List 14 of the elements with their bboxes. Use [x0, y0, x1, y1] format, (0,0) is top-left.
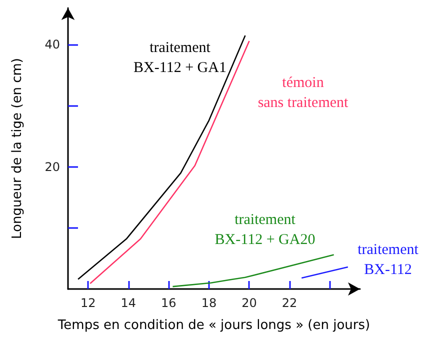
x-axis-title: Temps en condition de « jours longs » (en jours) — [56, 318, 370, 333]
series-label: témoin sans traitement — [258, 75, 350, 111]
x-tick-label: 16 — [161, 296, 176, 310]
x-tick-label: 12 — [80, 296, 96, 310]
x-tick-label: 14 — [120, 296, 136, 310]
line-series — [172, 254, 334, 288]
x-tick-label: 18 — [201, 296, 217, 310]
y-axis-title: Longueur de la tige (en cm) — [10, 58, 25, 239]
y-tick-label: 40 — [44, 38, 60, 52]
series-label: traitement BX-112 — [358, 242, 420, 278]
series-label: traitement BX-112 + GA1 — [134, 40, 226, 76]
series-label: traitement BX-112 + GA20 — [214, 212, 316, 248]
x-tick-label: 20 — [242, 296, 257, 310]
x-tick-label: 22 — [282, 296, 298, 310]
